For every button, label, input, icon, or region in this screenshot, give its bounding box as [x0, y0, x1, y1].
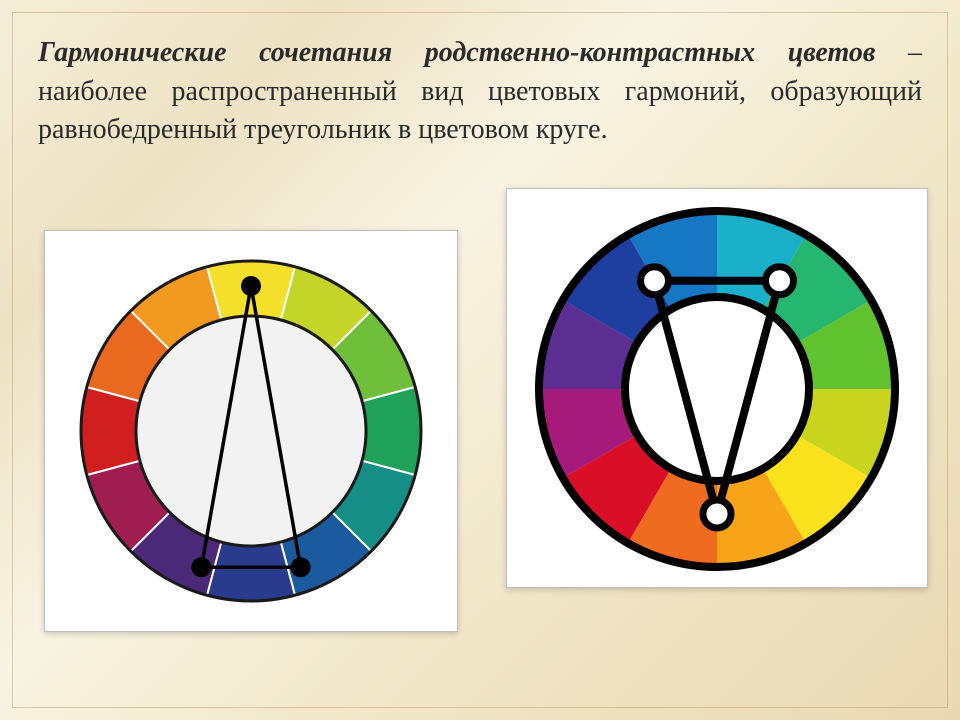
title-phrase: Гармонические сочетания родственно-контр… [38, 37, 875, 68]
title-dash: – [875, 37, 922, 68]
left-color-wheel [45, 231, 457, 631]
left-wheel-card [44, 230, 458, 632]
right-color-wheel [507, 189, 927, 587]
body-text: наиболее распространенный вид цветовых г… [38, 76, 922, 146]
slide-text: Гармонические сочетания родственно-контр… [38, 34, 922, 150]
right-wheel-card [506, 188, 928, 588]
